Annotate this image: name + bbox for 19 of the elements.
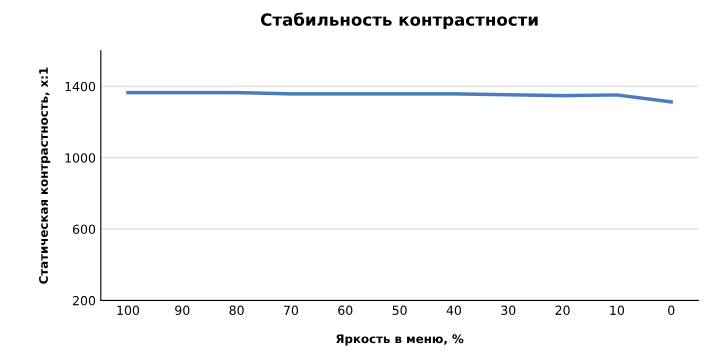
chart-title: Стабильность контрастности xyxy=(260,12,538,30)
x-axis-title: Яркость в меню, % xyxy=(336,334,464,346)
x-tick-label: 100 xyxy=(117,306,140,315)
y-tick-label: 600 xyxy=(72,224,96,234)
y-tick-label: 1000 xyxy=(66,153,96,163)
x-tick-label: 50 xyxy=(392,306,407,315)
y-tick-label: 1400 xyxy=(66,82,96,92)
x-tick-label: 10 xyxy=(610,306,624,315)
x-tick-label: 30 xyxy=(501,306,516,315)
x-tick-label: 90 xyxy=(175,306,190,315)
x-tick-label: 70 xyxy=(284,306,298,315)
line-series xyxy=(126,90,673,104)
y-tick-label: 200 xyxy=(72,296,96,306)
x-tick-label: 20 xyxy=(556,306,570,315)
x-tick-label: 80 xyxy=(230,306,244,315)
x-tick-label: 40 xyxy=(446,306,462,315)
x-tick-label: 60 xyxy=(338,306,352,315)
x-tick-label: 0 xyxy=(668,306,674,315)
y-axis-title: Статическая контрастность, x:1 xyxy=(39,68,50,284)
